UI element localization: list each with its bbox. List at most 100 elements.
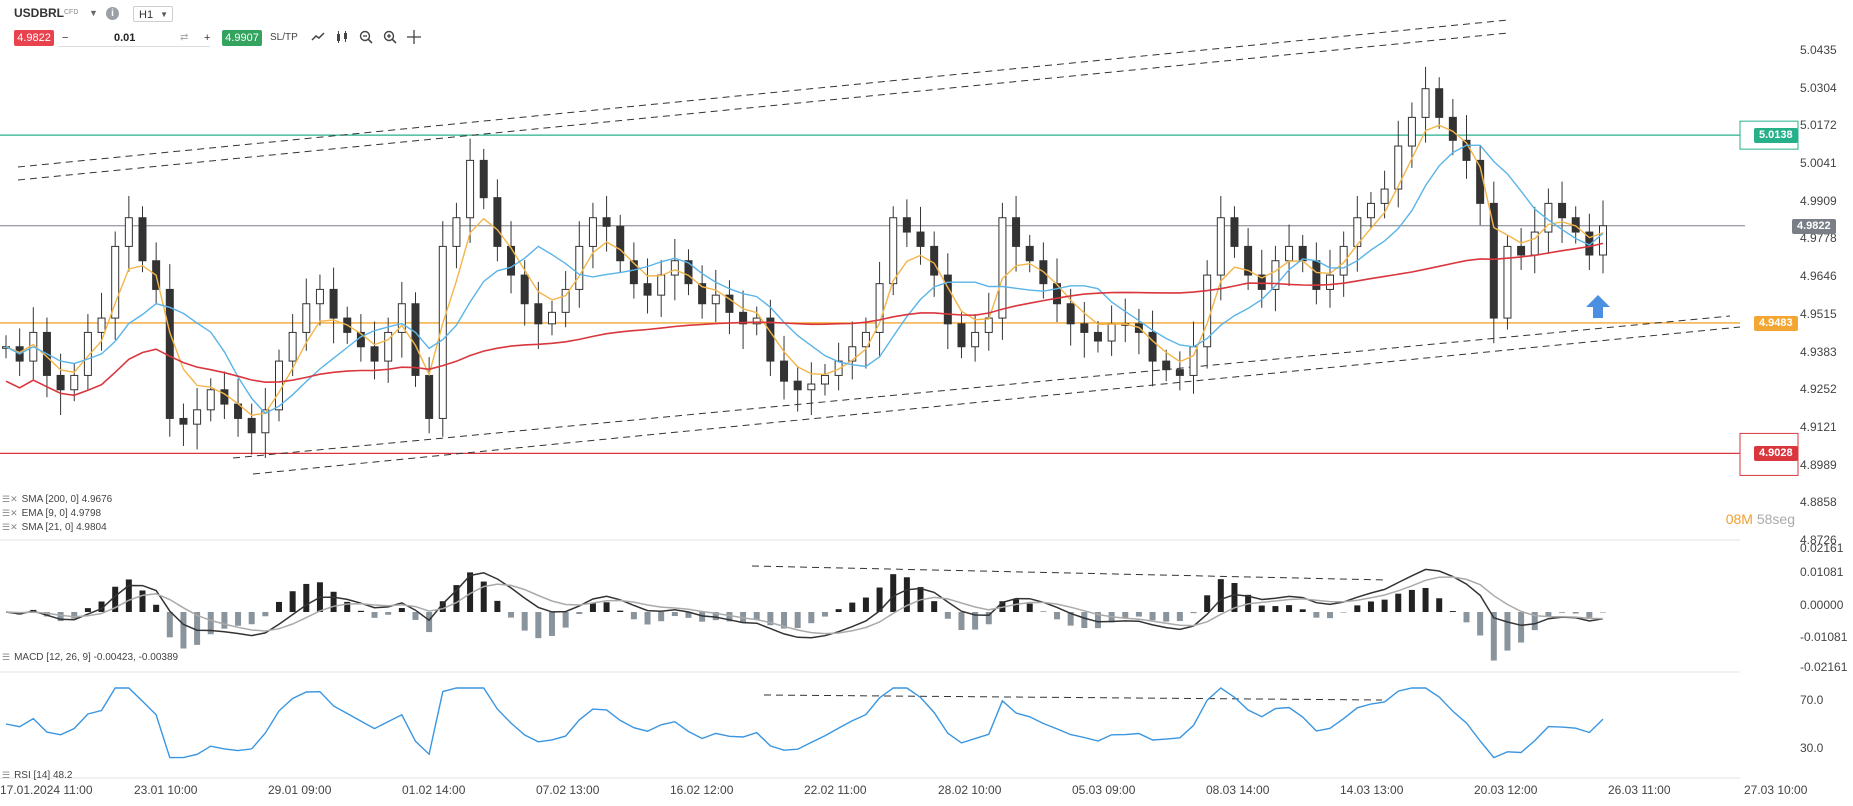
- macd-histogram-bar: [603, 602, 610, 612]
- candle-body: [274, 360, 283, 411]
- candle-body: [1271, 260, 1280, 290]
- macd-histogram-bar: [644, 612, 651, 625]
- candle-body: [616, 225, 625, 262]
- settings-icon[interactable]: ☰✕: [2, 522, 18, 532]
- candle-body: [670, 260, 679, 276]
- sma200-legend[interactable]: ☰✕ SMA [200, 0] 4.9676: [2, 494, 112, 505]
- settings-icon[interactable]: ☰: [2, 652, 11, 662]
- candle-body: [602, 217, 611, 227]
- candle-body: [984, 317, 993, 333]
- settings-icon[interactable]: ☰: [2, 770, 11, 780]
- macd-histogram-bar: [521, 612, 528, 631]
- line-chart-icon[interactable]: [310, 29, 326, 45]
- candle-body: [588, 217, 597, 247]
- price-tick-label: 4.9646: [1800, 269, 1837, 284]
- macd-histogram-bar: [781, 612, 788, 629]
- macd-histogram-bar: [1504, 612, 1511, 651]
- rsi-line: [5, 687, 1604, 759]
- candle-body: [957, 323, 966, 348]
- time-tick-label: 20.03 12:00: [1474, 783, 1538, 797]
- dropdown-caret-icon[interactable]: ▼: [89, 8, 98, 18]
- candle-body: [1257, 274, 1266, 290]
- zoom-out-icon[interactable]: [358, 29, 374, 45]
- macd-histogram-bar: [221, 612, 228, 629]
- macd-histogram-bar: [1204, 595, 1211, 612]
- candle-body: [220, 389, 229, 405]
- support-mid-price-tag[interactable]: 4.9483: [1754, 315, 1798, 331]
- quantity-input[interactable]: 0.01: [114, 32, 136, 44]
- candle-body: [1285, 245, 1294, 262]
- refresh-icon[interactable]: ⇄: [180, 32, 189, 43]
- trade-toolbar: USDBRL CFD ▼ i H1 ▼ 4.9822 − 0.01 ⇄ + 4.…: [0, 0, 700, 50]
- resistance-price-tag[interactable]: 5.0138: [1754, 128, 1798, 144]
- candle-body: [752, 317, 761, 325]
- quantity-stepper[interactable]: − 0.01 ⇄ +: [58, 30, 210, 47]
- price-tick-label: 5.0172: [1800, 118, 1837, 133]
- support-low-price-tag[interactable]: 4.9028: [1754, 446, 1798, 462]
- candle-body: [1380, 188, 1389, 204]
- rsi-legend[interactable]: ☰ RSI [14] 48.2: [2, 770, 72, 781]
- crosshair-icon[interactable]: [406, 29, 422, 45]
- horizontal-levels[interactable]: [0, 120, 1799, 476]
- candle-body: [206, 389, 215, 411]
- candle-body: [820, 374, 829, 385]
- sltp-button[interactable]: SL/TP: [270, 32, 298, 43]
- macd-histogram-bar: [576, 612, 583, 615]
- candle-chart-icon[interactable]: [334, 29, 350, 45]
- increment-button[interactable]: +: [204, 32, 211, 44]
- macd-histogram-bar: [180, 612, 187, 649]
- buy-button[interactable]: 4.9907: [222, 30, 262, 46]
- macd-histogram-bar: [1149, 612, 1156, 621]
- axis-tick-label: -0.02161: [1800, 660, 1848, 674]
- candle-body: [507, 245, 516, 276]
- macd-histogram-bar: [508, 612, 515, 618]
- macd-histogram-bar: [1422, 587, 1429, 612]
- candle-body: [384, 331, 393, 362]
- candle-body: [1435, 88, 1444, 118]
- macd-histogram-bar: [931, 601, 938, 612]
- candle-body: [807, 383, 816, 391]
- ema9-legend[interactable]: ☰✕ EMA [9, 0] 4.9798: [2, 508, 101, 519]
- candle-body: [698, 283, 707, 305]
- macd-histogram-bar: [1190, 612, 1197, 614]
- settings-icon[interactable]: ☰✕: [2, 494, 18, 504]
- candle-countdown: 08M 58seg: [1726, 511, 1795, 527]
- macd-histogram-bar: [248, 612, 255, 625]
- timer-minutes: 08M: [1725, 511, 1753, 527]
- macd-histogram-bar: [1313, 612, 1320, 618]
- macd-histogram-bar: [125, 579, 132, 612]
- candle-body: [971, 331, 980, 348]
- sell-button[interactable]: 4.9822: [14, 30, 54, 46]
- info-icon[interactable]: i: [106, 7, 119, 20]
- price-tick-label: 4.9778: [1800, 231, 1837, 246]
- macd-histogram-bar: [821, 612, 828, 617]
- macd-histogram-bar: [794, 612, 801, 629]
- macd-histogram-bar: [1094, 612, 1101, 629]
- time-tick-label: 26.03 11:00: [1608, 783, 1671, 797]
- time-tick-label: 28.02 10:00: [938, 783, 1002, 797]
- candle-body: [725, 294, 734, 313]
- sma21-legend[interactable]: ☰✕ SMA [21, 0] 4.9804: [2, 522, 107, 533]
- macd-legend[interactable]: ☰ MACD [12, 26, 9] -0.00423, -0.00389: [2, 652, 178, 663]
- lower-channel-line: [232, 315, 1731, 459]
- macd-histogram-bar: [1258, 605, 1265, 612]
- resistance-box: [1739, 120, 1799, 150]
- candle-body: [766, 317, 775, 362]
- macd-histogram-bar: [985, 612, 992, 625]
- macd-histogram-bar: [835, 609, 842, 612]
- trendlines[interactable]: [17, 19, 1741, 701]
- candle-body: [1012, 217, 1021, 247]
- zoom-in-icon[interactable]: [382, 29, 398, 45]
- decrement-button[interactable]: −: [62, 32, 69, 44]
- macd-histogram-bar: [1463, 612, 1470, 623]
- candle-body: [930, 245, 939, 276]
- candle-body: [998, 217, 1007, 319]
- sma200-line: [5, 242, 1604, 397]
- timeframe-select[interactable]: H1 ▼: [133, 6, 173, 22]
- symbol-label[interactable]: USDBRL: [14, 6, 64, 20]
- settings-icon[interactable]: ☰✕: [2, 508, 18, 518]
- macd-histogram-bar: [1531, 612, 1538, 631]
- candle-body: [1107, 323, 1116, 342]
- macd-histogram-bar: [535, 612, 542, 639]
